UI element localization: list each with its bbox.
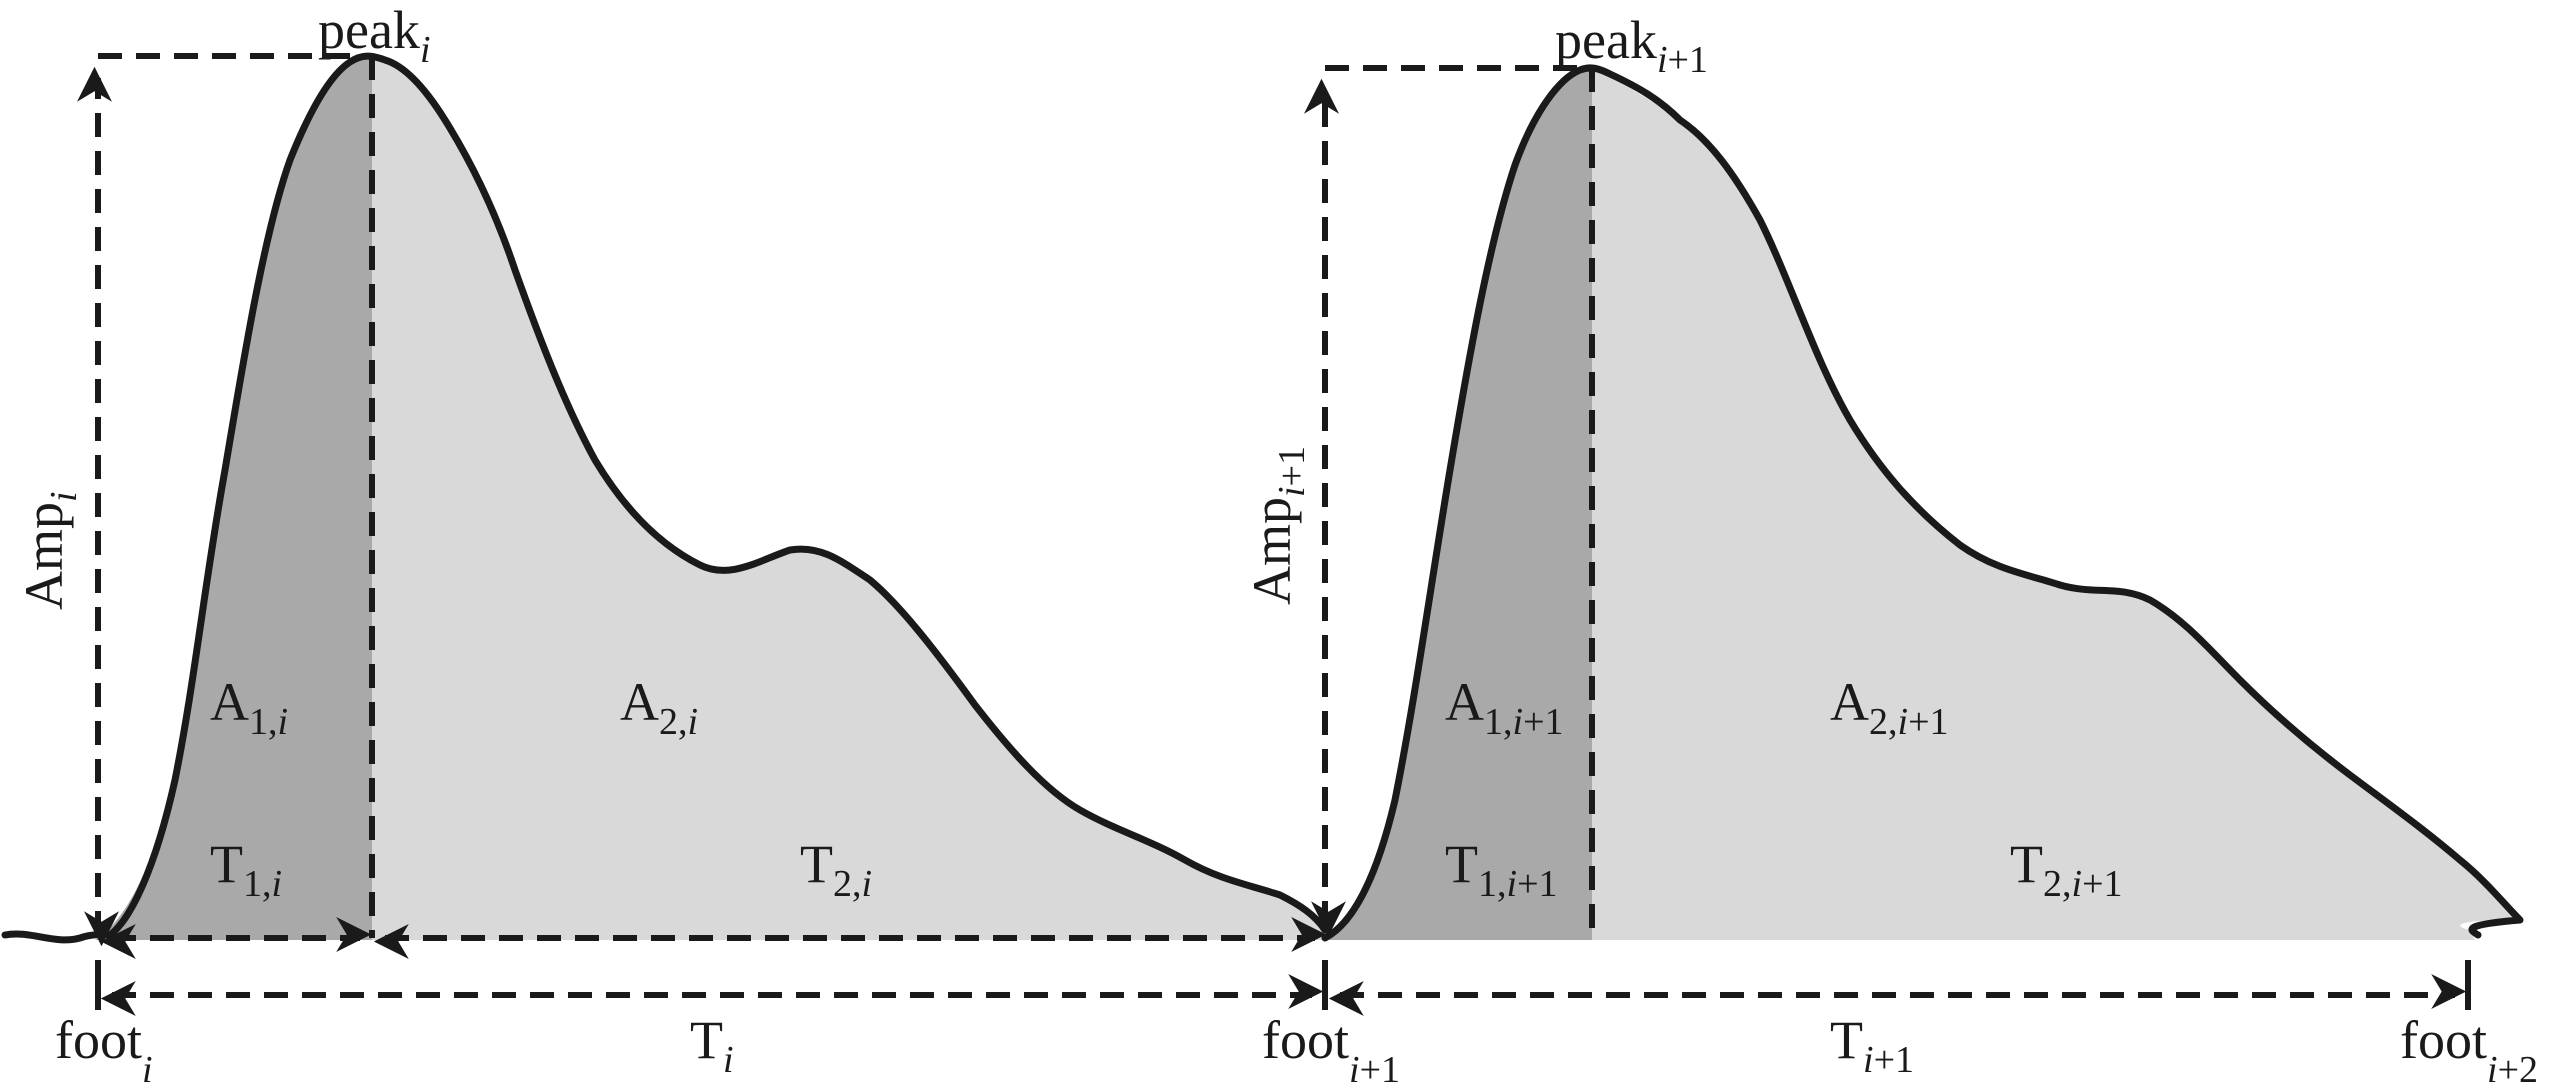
label-a1-i1: A1,i+1 (1445, 672, 1564, 743)
label-t2-i: T2,i (800, 834, 872, 905)
area-a2-i (372, 58, 1325, 940)
label-t1-i1: T1,i+1 (1445, 834, 1558, 905)
area-a2-i1 (1592, 70, 2520, 940)
waveform-2 (1321, 64, 2524, 942)
label-a2-i: A2,i (620, 672, 698, 743)
area-a1-i1 (1325, 68, 1592, 940)
label-peak-i1: peaki+1 (1555, 10, 1708, 81)
guides-pulse-2 (1304, 65, 2471, 1016)
waveform-1 (1, 52, 1329, 944)
area-a1-i (95, 56, 372, 941)
label-peak-i: peaki (318, 0, 431, 71)
label-a2-i1: A2,i+1 (1830, 672, 1949, 743)
label-a1-i: A1,i (210, 672, 288, 743)
label-foot-i2: footi+2 (2400, 1010, 2538, 1089)
label-t-i1: Ti+1 (1830, 1010, 1914, 1081)
label-foot-i: footi (55, 1010, 153, 1089)
label-amp-i: Ampi (14, 491, 85, 610)
guides-pulse-1 (77, 53, 1327, 1016)
pulse-1 (1, 52, 1329, 944)
label-amp-i1: Ampi+1 (1242, 446, 1313, 605)
label-t2-i1: T2,i+1 (2010, 834, 2123, 905)
label-t-i: Ti (690, 1010, 734, 1081)
label-foot-i1: footi+1 (1262, 1010, 1400, 1089)
labels: peaki peaki+1 Ampi Ampi+1 A1,i A2,i A1,i… (14, 0, 2538, 1089)
label-t1-i: T1,i (210, 834, 282, 905)
pulse-2 (1321, 64, 2524, 942)
